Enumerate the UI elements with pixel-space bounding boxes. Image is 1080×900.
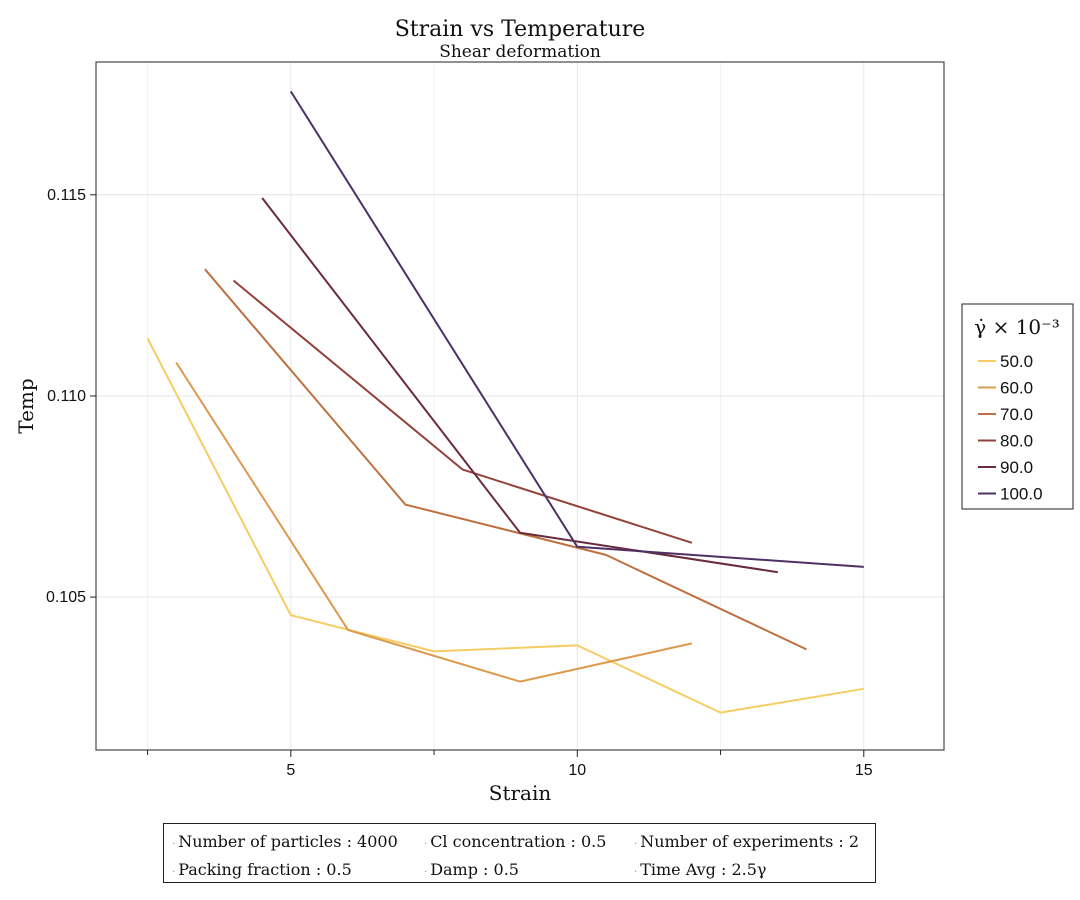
series-line-80-0 [232, 279, 693, 544]
info-item: · Number of experiments : 2 [634, 832, 859, 851]
info-separator: : [715, 860, 732, 879]
legend: γ̇ × 10⁻³ 50.0 60.0 70.0 80.0 90.0 100.0 [961, 303, 1074, 510]
info-separator: : [477, 860, 494, 879]
plot-area-frame [95, 61, 945, 751]
info-item: · Packing fraction : 0.5 [172, 860, 352, 879]
legend-label: 100.0 [1000, 485, 1043, 504]
legend-label: 80.0 [1000, 432, 1033, 451]
info-label: Packing fraction [178, 860, 311, 879]
x-tick-label: 15 [855, 762, 873, 779]
info-box: · Number of particles : 4000 · Cl concentra… [163, 823, 876, 883]
info-bullet: · [172, 839, 176, 850]
series-line-90-0 [261, 197, 778, 574]
info-value: 2.5γ [731, 860, 767, 879]
legend-title: γ̇ × 10⁻³ [974, 315, 1059, 339]
legend-label: 90.0 [1000, 458, 1033, 477]
grid-lines [96, 62, 944, 750]
info-value: 4000 [357, 832, 398, 851]
series-lines [146, 90, 864, 714]
series-line-70-0 [204, 268, 807, 651]
chart-subtitle: Shear deformation [439, 42, 601, 62]
info-label: Time Avg [640, 860, 716, 879]
info-item: · Time Avg : 2.5γ [634, 860, 766, 879]
info-label: Number of experiments [640, 832, 834, 851]
legend-frame [961, 303, 1074, 510]
info-value: 0.5 [493, 860, 519, 879]
info-bullet: · [634, 839, 638, 850]
info-bullet: · [634, 867, 638, 878]
info-label: Damp [430, 860, 478, 879]
y-tick-label: 0.110 [47, 388, 86, 405]
y-tick-label: 0.115 [47, 187, 86, 204]
x-axis-label: Strain [489, 781, 552, 805]
y-tick-label: 0.105 [46, 589, 86, 606]
info-bullet: · [172, 867, 176, 878]
series-line-50-0 [146, 337, 864, 714]
series-line-60-0 [175, 361, 693, 683]
info-bullet: · [424, 867, 428, 878]
info-separator: : [565, 832, 581, 851]
legend-items: 50.0 60.0 70.0 80.0 90.0 100.0 [978, 352, 1043, 504]
info-value: 2 [848, 832, 860, 851]
legend-label: 70.0 [1000, 405, 1033, 424]
info-value: 0.5 [326, 860, 352, 879]
info-item: · Damp : 0.5 [424, 860, 519, 879]
info-label: Number of particles [178, 832, 342, 851]
info-item: · Cl concentration : 0.5 [424, 832, 606, 851]
x-tick-label: 10 [568, 762, 586, 779]
axis-ticks: 5 10 15 0.105 0.110 0.115 [46, 187, 873, 779]
y-axis-label: Temp [14, 378, 38, 433]
legend-label: 60.0 [1000, 379, 1033, 398]
legend-label: 50.0 [1000, 352, 1033, 371]
info-separator: : [341, 832, 358, 851]
info-label: Cl concentration [430, 832, 566, 851]
x-tick-label: 5 [286, 762, 295, 779]
info-value: 0.5 [580, 832, 607, 851]
series-line-100-0 [289, 90, 864, 568]
info-separator: : [833, 832, 849, 851]
info-bullet: · [424, 839, 428, 850]
chart-title: Strain vs Temperature [395, 17, 646, 42]
info-item: · Number of particles : 4000 [172, 832, 398, 851]
info-separator: : [310, 860, 327, 879]
